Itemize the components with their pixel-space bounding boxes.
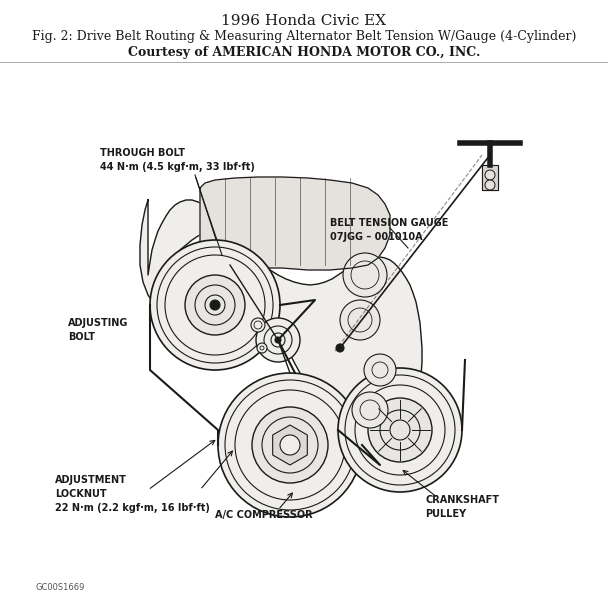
- Circle shape: [256, 318, 300, 362]
- Circle shape: [485, 170, 495, 180]
- Circle shape: [343, 253, 387, 297]
- Text: GC00S1669: GC00S1669: [35, 583, 85, 592]
- Circle shape: [275, 337, 281, 343]
- Circle shape: [338, 368, 462, 492]
- Circle shape: [257, 343, 267, 353]
- Circle shape: [352, 392, 388, 428]
- Text: ADJUSTING
BOLT: ADJUSTING BOLT: [68, 318, 128, 342]
- Polygon shape: [482, 165, 498, 190]
- Text: THROUGH BOLT
44 N·m (4.5 kgf·m, 33 lbf·ft): THROUGH BOLT 44 N·m (4.5 kgf·m, 33 lbf·f…: [100, 148, 255, 172]
- Circle shape: [340, 300, 380, 340]
- Polygon shape: [140, 200, 422, 455]
- Text: BELT TENSION GAUGE
07JGG – 001010A: BELT TENSION GAUGE 07JGG – 001010A: [330, 218, 448, 242]
- Circle shape: [210, 300, 220, 310]
- Circle shape: [251, 318, 265, 332]
- Circle shape: [252, 407, 328, 483]
- Circle shape: [150, 240, 280, 370]
- Circle shape: [485, 180, 495, 190]
- Text: Fig. 2: Drive Belt Routing & Measuring Alternator Belt Tension W/Gauge (4-Cylind: Fig. 2: Drive Belt Routing & Measuring A…: [32, 30, 576, 43]
- Text: Courtesy of AMERICAN HONDA MOTOR CO., INC.: Courtesy of AMERICAN HONDA MOTOR CO., IN…: [128, 46, 480, 59]
- Circle shape: [185, 275, 245, 335]
- Text: 1996 Honda Civic EX: 1996 Honda Civic EX: [221, 14, 387, 28]
- Circle shape: [336, 344, 344, 352]
- Circle shape: [364, 354, 396, 386]
- Polygon shape: [272, 425, 307, 465]
- Text: ADJUSTMENT
LOCKNUT
22 N·m (2.2 kgf·m, 16 lbf·ft): ADJUSTMENT LOCKNUT 22 N·m (2.2 kgf·m, 16…: [55, 475, 210, 513]
- Circle shape: [280, 435, 300, 455]
- Circle shape: [218, 373, 362, 517]
- Circle shape: [368, 398, 432, 462]
- Polygon shape: [200, 177, 390, 270]
- Text: A/C COMPRESSOR: A/C COMPRESSOR: [215, 510, 313, 520]
- Text: CRANKSHAFT
PULLEY: CRANKSHAFT PULLEY: [425, 495, 499, 519]
